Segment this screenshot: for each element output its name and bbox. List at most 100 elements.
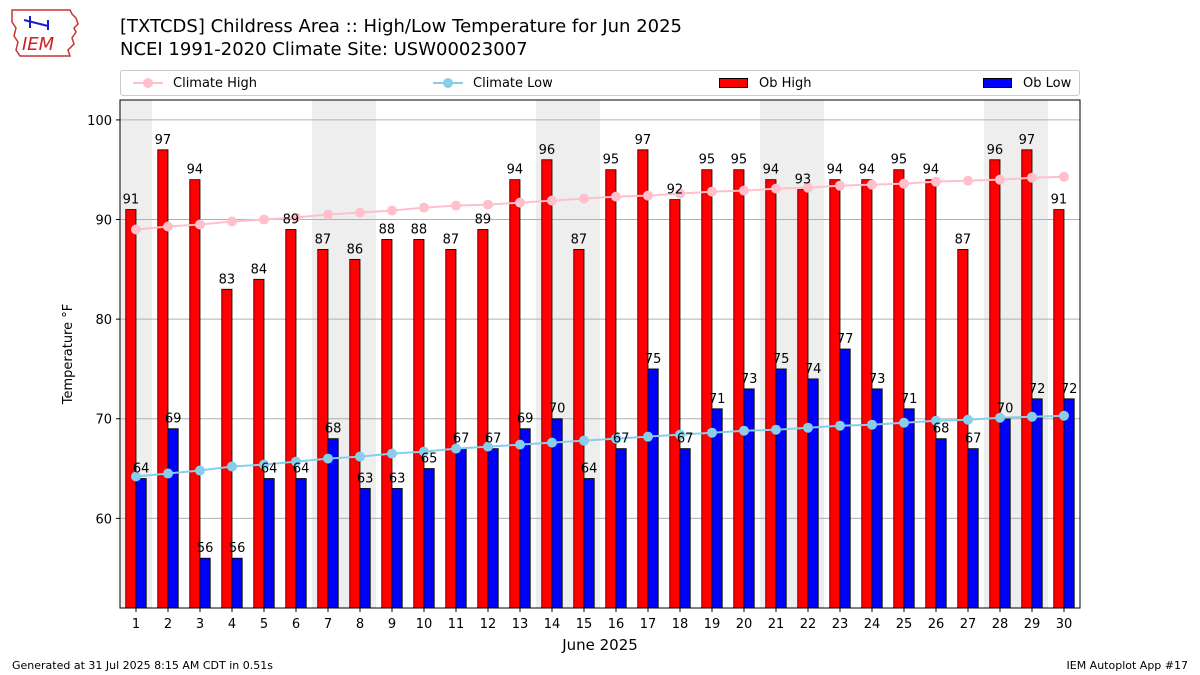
ob-low-label-10: 65 <box>421 452 438 467</box>
ob-high-label-23: 94 <box>827 163 844 178</box>
ob-high-bar-24 <box>861 179 873 609</box>
ob-low-bar-27 <box>967 448 979 609</box>
ob-low-label-16: 67 <box>613 432 630 447</box>
x-tick-label-21: 21 <box>768 617 785 632</box>
x-axis-label: June 2025 <box>561 636 638 654</box>
ob-high-bar-7 <box>317 249 329 609</box>
ob-high-label-14: 96 <box>539 143 556 158</box>
climate-low-point-10 <box>419 446 429 457</box>
ob-low-label-30: 72 <box>1061 382 1078 397</box>
climate-low-point-15 <box>579 435 589 446</box>
ob-low-bar-13 <box>519 428 531 609</box>
ob-low-label-21: 75 <box>773 352 790 367</box>
ob-high-bar-10 <box>413 239 425 609</box>
ob-high-label-26: 94 <box>923 163 940 178</box>
ob-high-label-25: 95 <box>891 153 908 168</box>
climate-high-point-6 <box>291 212 301 223</box>
ob-low-label-3: 56 <box>197 541 214 556</box>
climate-low-point-30 <box>1059 410 1069 421</box>
ob-low-label-13: 69 <box>517 412 534 427</box>
y-tick-label-100: 100 <box>87 114 112 129</box>
x-tick-label-3: 3 <box>196 617 204 632</box>
ob-high-label-11: 87 <box>443 232 460 247</box>
x-tick-label-12: 12 <box>480 617 497 632</box>
climate-high-point-11 <box>451 200 461 211</box>
climate-high-point-27 <box>963 175 973 186</box>
x-tick-label-17: 17 <box>640 617 657 632</box>
climate-low-line <box>135 414 1065 478</box>
ob-low-bar-19 <box>711 408 723 609</box>
ob-high-bar-4 <box>221 288 233 609</box>
weekend-band-28 <box>984 100 1016 608</box>
app-note: IEM Autoplot App #17 <box>1066 659 1189 672</box>
climate-low-point-26 <box>931 415 941 426</box>
x-tick-label-4: 4 <box>228 617 236 632</box>
x-tick-label-30: 30 <box>1056 617 1073 632</box>
ob-low-bar-18 <box>679 448 691 609</box>
ob-low-label-15: 64 <box>581 462 598 477</box>
ob-high-bar-25 <box>893 169 905 609</box>
ob-low-bar-26 <box>935 438 947 609</box>
ob-high-label-27: 87 <box>955 232 972 247</box>
ob-high-label-28: 96 <box>987 143 1004 158</box>
climate-low-point-19 <box>707 427 717 438</box>
ob-low-bar-24 <box>871 388 883 609</box>
climate-low-point-28 <box>995 412 1005 423</box>
ob-low-label-5: 64 <box>261 462 278 477</box>
ob-low-label-24: 73 <box>869 372 886 387</box>
ob-low-label-29: 72 <box>1029 382 1046 397</box>
legend-ob-low: Ob Low <box>983 74 1071 92</box>
climate-low-point-17 <box>643 431 653 442</box>
x-tick-label-13: 13 <box>512 617 529 632</box>
ob-low-bar-17 <box>647 368 659 609</box>
x-tick-label-9: 9 <box>388 617 396 632</box>
ob-low-label-19: 71 <box>709 392 726 407</box>
ob-high-bar-23 <box>829 179 841 609</box>
climate-low-point-29 <box>1027 411 1037 422</box>
ob-high-label-2: 97 <box>155 133 172 148</box>
x-tick-label-11: 11 <box>448 617 465 632</box>
climate-high-point-19 <box>707 186 717 197</box>
x-tick-label-15: 15 <box>576 617 593 632</box>
ob-high-label-19: 95 <box>699 153 716 168</box>
climate-high-point-10 <box>419 202 429 213</box>
legend: Climate High Climate Low Ob High Ob Low <box>120 70 1080 96</box>
ob-low-label-8: 63 <box>357 471 374 486</box>
ob-high-bar-6 <box>285 229 297 609</box>
weekend-band-22 <box>792 100 824 608</box>
y-tick-label-90: 90 <box>95 214 112 229</box>
ob-low-bar-12 <box>487 448 499 609</box>
climate-high-point-29 <box>1027 172 1037 183</box>
ob-high-label-6: 89 <box>283 212 300 227</box>
ob-high-bar-5 <box>253 278 265 609</box>
ob-low-bar-25 <box>903 408 915 609</box>
ob-low-label-22: 74 <box>805 362 822 377</box>
chart-subtitle: NCEI 1991-2020 Climate Site: USW00023007 <box>120 39 528 60</box>
ob-low-label-26: 68 <box>933 422 950 437</box>
climate-high-point-23 <box>835 180 845 191</box>
ob-high-label-20: 95 <box>731 153 748 168</box>
ob-high-label-7: 87 <box>315 232 332 247</box>
ob-high-label-17: 97 <box>635 133 652 148</box>
climate-low-point-18 <box>675 429 685 440</box>
ob-high-swatch <box>719 78 748 88</box>
x-tick-label-27: 27 <box>960 617 977 632</box>
x-tick-label-16: 16 <box>608 617 625 632</box>
ob-low-bar-16 <box>615 448 627 609</box>
climate-high-point-4 <box>227 216 237 227</box>
ob-high-bar-8 <box>349 258 361 609</box>
ob-low-label-1: 64 <box>133 462 150 477</box>
climate-high-point-12 <box>483 199 493 210</box>
climate-high-point-17 <box>643 190 653 201</box>
ob-high-label-22: 93 <box>795 173 812 188</box>
climate-low-point-6 <box>291 456 301 467</box>
iem-logo: IEM <box>8 6 82 60</box>
climate-high-point-16 <box>611 191 621 202</box>
ob-low-bar-5 <box>263 478 275 609</box>
ob-low-label-27: 67 <box>965 432 982 447</box>
climate-high-point-22 <box>803 182 813 193</box>
ob-high-label-4: 83 <box>219 272 236 287</box>
ob-low-label-12: 67 <box>485 432 502 447</box>
ob-low-bar-2 <box>167 428 179 609</box>
